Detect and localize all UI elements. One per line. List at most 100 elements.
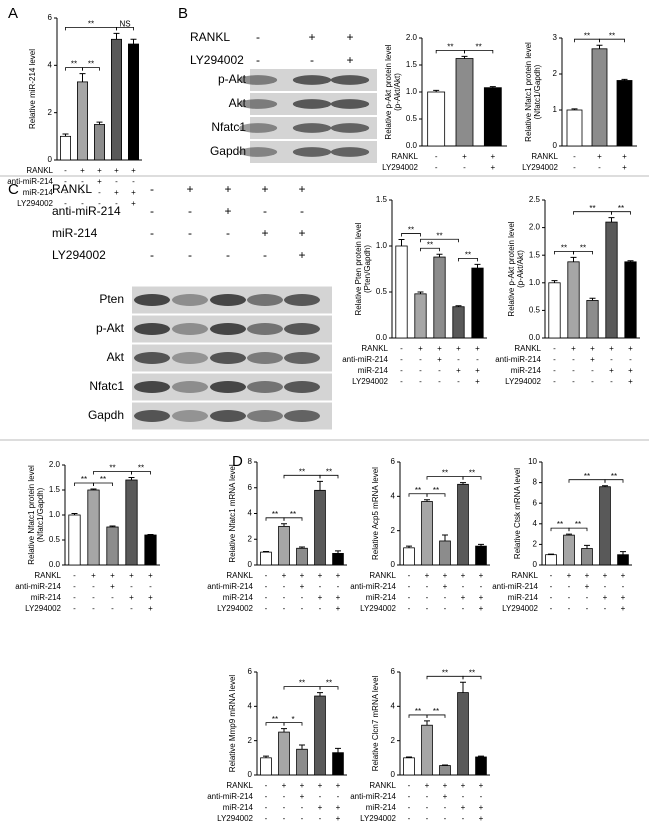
condition-sign: + xyxy=(585,571,590,580)
condition-sign: + xyxy=(437,344,442,353)
y-tick-label: 2.5 xyxy=(529,195,541,204)
condition-label: LY294002 xyxy=(352,377,388,386)
significance-label: ** xyxy=(100,475,106,484)
condition-sign: + xyxy=(308,30,315,44)
condition-sign: - xyxy=(400,366,403,375)
significance-bracket xyxy=(568,527,588,532)
y-tick-label: 0.5 xyxy=(529,306,541,315)
bar xyxy=(545,554,557,566)
y-tick-label: 0.5 xyxy=(376,287,388,296)
bar xyxy=(439,765,451,776)
condition-sign: - xyxy=(408,582,411,591)
condition-label: LY294002 xyxy=(25,604,61,613)
condition-sign: + xyxy=(148,604,153,613)
error-bar xyxy=(406,756,412,758)
y-tick-label: 8 xyxy=(533,478,538,487)
condition-sign: - xyxy=(476,355,479,364)
condition-sign: - xyxy=(610,377,613,386)
condition-label: anti-miR-214 xyxy=(15,582,61,591)
error-bar xyxy=(79,73,86,82)
blot-band xyxy=(238,75,278,85)
y-tick-label: 2 xyxy=(391,526,396,535)
significance-label: ** xyxy=(427,240,433,249)
condition-sign: - xyxy=(586,593,589,602)
condition-sign: - xyxy=(550,571,553,580)
bar xyxy=(567,261,580,339)
condition-label: RANKL xyxy=(514,344,541,353)
condition-sign: + xyxy=(97,177,102,186)
condition-sign: - xyxy=(480,792,483,801)
error-bar xyxy=(299,546,305,549)
y-axis-label: Relative Acp5 mRNA level xyxy=(371,467,380,560)
condition-sign: + xyxy=(336,814,341,823)
error-bar xyxy=(424,499,430,502)
bar xyxy=(260,551,272,566)
condition-sign: - xyxy=(622,582,625,591)
condition-sign: - xyxy=(149,582,152,591)
condition-sign: - xyxy=(457,377,460,386)
condition-sign: - xyxy=(92,604,95,613)
condition-sign: - xyxy=(265,781,268,790)
condition-sign: - xyxy=(598,163,601,172)
condition-sign: + xyxy=(461,571,466,580)
significance-bracket xyxy=(426,493,446,497)
error-bar xyxy=(621,78,628,81)
significance-label: ** xyxy=(447,42,453,51)
condition-sign: + xyxy=(479,571,484,580)
condition-sign: + xyxy=(425,781,430,790)
condition-sign: - xyxy=(150,248,154,262)
y-tick-label: 2 xyxy=(391,736,396,745)
blot-band xyxy=(134,323,170,335)
band-label: Pten xyxy=(99,292,124,306)
blot-band xyxy=(247,323,283,335)
y-tick-label: 0.0 xyxy=(376,333,388,342)
condition-sign: - xyxy=(188,204,192,218)
condition-sign: - xyxy=(150,182,154,196)
condition-sign: + xyxy=(148,593,153,602)
condition-sign: + xyxy=(131,199,136,208)
condition-sign: - xyxy=(337,582,340,591)
blot-band xyxy=(247,381,283,393)
condition-sign: + xyxy=(336,803,341,812)
error-bar xyxy=(128,477,135,480)
significance-bracket xyxy=(401,233,421,237)
blot-band xyxy=(172,352,208,364)
significance-label: * xyxy=(291,715,294,724)
significance-label: ** xyxy=(557,520,563,529)
y-tick-label: 4 xyxy=(48,60,53,69)
significance-label: ** xyxy=(326,679,332,688)
bar xyxy=(605,221,618,339)
condition-sign: - xyxy=(226,226,230,240)
significance-label: ** xyxy=(469,668,475,677)
y-tick-label: 6 xyxy=(248,667,253,676)
condition-sign: - xyxy=(573,152,576,161)
y-axis-label: (p-Akt/Akt) xyxy=(393,73,402,111)
significance-bracket xyxy=(568,479,606,483)
condition-sign: - xyxy=(64,188,67,197)
blot-band xyxy=(330,99,370,109)
blot-band xyxy=(210,323,246,335)
condition-sign: + xyxy=(585,582,590,591)
error-bar xyxy=(460,681,466,693)
blot-band xyxy=(134,352,170,364)
condition-sign: - xyxy=(265,604,268,613)
bar xyxy=(332,553,344,566)
y-tick-label: 4 xyxy=(391,701,396,710)
error-bar xyxy=(566,533,572,536)
y-tick-label: 1.0 xyxy=(406,87,418,96)
significance-bracket xyxy=(283,474,321,479)
condition-sign: - xyxy=(591,366,594,375)
significance-bracket xyxy=(573,211,612,215)
significance-label: ** xyxy=(442,469,448,478)
significance-bracket xyxy=(464,49,494,54)
condition-sign: - xyxy=(550,582,553,591)
y-tick-label: 2 xyxy=(248,534,253,543)
condition-label: LY294002 xyxy=(382,163,418,172)
y-tick-label: 0 xyxy=(391,770,396,779)
bar xyxy=(260,757,272,776)
condition-sign: - xyxy=(480,582,483,591)
condition-sign: - xyxy=(130,604,133,613)
bar xyxy=(106,526,119,566)
significance-label: ** xyxy=(71,60,77,69)
bar xyxy=(403,547,415,566)
